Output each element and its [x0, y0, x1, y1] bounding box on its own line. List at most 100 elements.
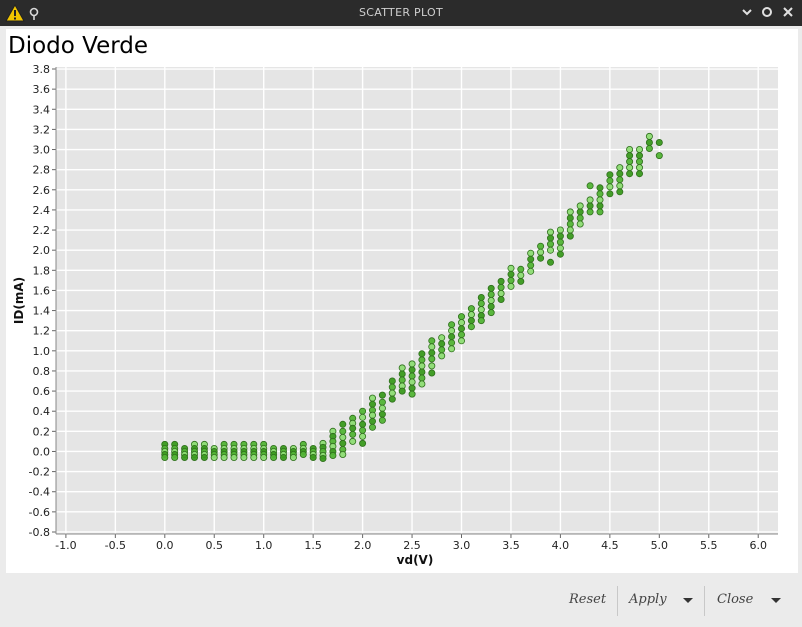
data-point [368, 394, 376, 402]
y-tick-label: 0.8 [33, 365, 51, 378]
data-point [556, 244, 564, 252]
y-tick-label: 2.2 [33, 224, 51, 237]
data-point [626, 146, 634, 154]
data-point [497, 289, 505, 297]
reset-button[interactable]: Reset [569, 592, 607, 607]
data-point [655, 152, 663, 160]
data-point [388, 377, 396, 385]
scatter-chart: -1.0 -0.5 0.0 0.5 1.0 1.5 2.0 2.5 3.0 3.5 4.0 4.5 5.… [12, 63, 778, 567]
data-point [428, 362, 436, 370]
data-point [636, 152, 644, 160]
data-point [596, 208, 604, 216]
data-point [586, 202, 594, 210]
y-tick-label: 2.8 [33, 164, 51, 177]
data-point [636, 146, 644, 154]
data-point [448, 345, 456, 353]
x-axis-label: vd(V) [397, 553, 434, 567]
data-point [171, 453, 179, 461]
window-title: SCATTER PLOT [358, 6, 444, 19]
data-point [418, 380, 426, 388]
data-point [161, 453, 169, 461]
x-tick-label: 0.5 [205, 539, 223, 552]
data-point [398, 364, 406, 372]
data-point [596, 184, 604, 192]
x-tick-label: 0.0 [156, 539, 174, 552]
x-tick-label: 3.5 [502, 539, 520, 552]
y-tick-label: 3.0 [33, 144, 51, 157]
data-point [418, 356, 426, 364]
data-point [378, 416, 386, 424]
data-point [359, 407, 367, 415]
data-point [507, 282, 515, 290]
y-tick-label: 1.8 [33, 264, 51, 277]
data-point [606, 190, 614, 198]
data-point [616, 182, 624, 190]
apply-dropdown-icon[interactable] [683, 598, 693, 603]
data-point [240, 453, 248, 461]
data-point [428, 355, 436, 363]
x-tick-label: 4.5 [601, 539, 619, 552]
data-point [388, 389, 396, 397]
grid-lines [56, 67, 778, 534]
x-tick-label: 4.0 [552, 539, 570, 552]
data-point [626, 152, 634, 160]
minimize-icon[interactable] [741, 5, 753, 23]
data-point [299, 450, 307, 458]
data-point [349, 437, 357, 445]
x-tick-label: 1.0 [255, 539, 273, 552]
maximize-icon[interactable] [761, 5, 773, 23]
data-point [319, 454, 327, 462]
data-point [556, 238, 564, 246]
y-tick-label: 0.0 [33, 445, 51, 458]
data-point [586, 196, 594, 204]
data-point [477, 299, 485, 307]
data-point [537, 248, 545, 256]
x-tick-label: 3.0 [453, 539, 471, 552]
data-point [467, 311, 475, 319]
apply-button[interactable]: Apply [629, 592, 667, 607]
data-point [359, 439, 367, 447]
y-tick-label: -0.2 [29, 466, 50, 479]
close-dropdown-icon[interactable] [771, 598, 781, 603]
data-point [626, 158, 634, 166]
separator [704, 586, 705, 616]
y-tick-label: 3.4 [33, 103, 51, 116]
data-point [428, 337, 436, 345]
data-point [349, 430, 357, 438]
data-point [418, 374, 426, 382]
y-tick-label: 2.0 [33, 244, 51, 257]
data-point [210, 453, 218, 461]
y-tick-label: 2.6 [33, 184, 51, 197]
data-point [359, 420, 367, 428]
x-tick-label: 2.5 [403, 539, 421, 552]
separator [617, 586, 618, 616]
data-point [220, 453, 228, 461]
window-titlebar: SCATTER PLOT [0, 0, 802, 26]
data-point [626, 164, 634, 172]
data-point [487, 296, 495, 304]
y-tick-label: 1.0 [33, 345, 51, 358]
data-point [547, 246, 555, 254]
data-point [418, 350, 426, 358]
y-axis-label: ID(mA) [12, 277, 26, 324]
data-point [408, 360, 416, 368]
data-point [527, 255, 535, 263]
close-button[interactable]: Close [717, 592, 754, 607]
data-point [556, 232, 564, 240]
x-tick-label: 6.0 [749, 539, 767, 552]
chart-panel: Diodo Verde -1.0 -0.5 0.0 0.5 1.0 1.5 2.0 2.5 3.… [6, 29, 798, 573]
data-point [428, 349, 436, 357]
data-point [517, 265, 525, 273]
data-point [457, 313, 465, 321]
data-point [576, 220, 584, 228]
data-point [596, 196, 604, 204]
close-icon[interactable] [782, 5, 794, 23]
axes: -1.0 -0.5 0.0 0.5 1.0 1.5 2.0 2.5 3.0 3.5 4.0 4.5 5.… [29, 63, 778, 552]
pin-icon[interactable] [29, 6, 39, 25]
data-point [636, 164, 644, 172]
data-point [190, 453, 198, 461]
data-point [230, 453, 238, 461]
data-point [339, 439, 347, 447]
data-point [517, 271, 525, 279]
data-points [161, 132, 663, 462]
